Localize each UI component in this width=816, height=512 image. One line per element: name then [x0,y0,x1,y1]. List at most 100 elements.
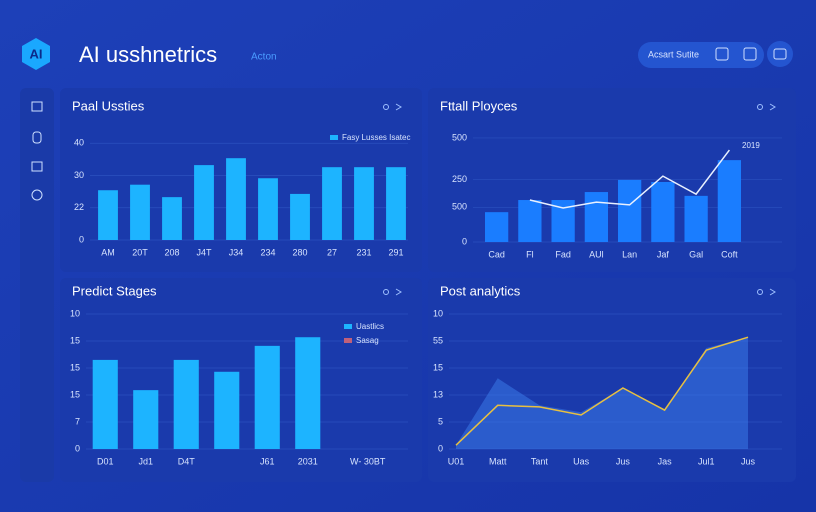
x-tick-label: 291 [388,247,403,257]
panel-icon[interactable] [395,103,402,111]
x-tick-label: Cad [488,249,505,259]
panel-icon[interactable] [769,288,776,296]
panel-title: Paal Ussties [72,98,145,113]
action-button[interactable] [638,42,764,68]
panel-icon[interactable] [383,289,389,295]
y-tick-label: 22 [74,202,84,212]
panel-icon[interactable] [383,104,389,110]
x-tick-label: AUl [589,249,604,259]
x-tick-label: Matt [489,456,507,466]
panel-title: Post analytics [440,283,521,298]
header: AI AI usshnetrics Acton Acsart Sutite [22,38,793,70]
y-tick-label: 40 [74,138,84,148]
y-tick-label: 0 [438,443,443,453]
y-tick-label: 0 [79,234,84,244]
nav-icon[interactable] [31,101,43,112]
bar [133,390,159,449]
x-tick-label: Fad [555,249,571,259]
x-tick-label: Fl [526,249,534,259]
panel-icon[interactable] [395,288,402,296]
bar [173,359,199,449]
line [529,149,730,209]
bar [226,158,246,240]
bar [484,212,509,242]
nav-icon[interactable] [31,161,43,172]
x-tick-label: J61 [260,456,275,466]
y-tick-label: 0 [462,236,467,246]
logo: AI [30,46,43,61]
panel-icon[interactable] [769,103,776,111]
x-tick-label: 280 [292,247,307,257]
bar [98,190,118,240]
y-tick-label: 13 [433,389,443,399]
bar [518,200,542,242]
bar [354,167,374,240]
x-tick-label: 208 [164,247,179,257]
x-tick-label: 20T [132,247,148,257]
y-tick-label: 500 [452,202,467,212]
x-tick-label: Jd1 [138,456,153,466]
x-tick-label: Jus [616,456,631,466]
x-tick-label: 27 [327,247,337,257]
x-tick-label: Tant [531,456,549,466]
panel-icon[interactable] [757,104,763,110]
bar [92,359,118,449]
y-tick-label: 10 [433,308,443,318]
legend-label: Uastlics [356,322,384,331]
area [456,337,748,449]
x-tick-label: Jus [741,456,756,466]
bar [194,165,214,240]
panel-icon[interactable] [757,289,763,295]
legend-label: Sasag [356,336,379,345]
x-tick-label: Coft [721,249,738,259]
y-tick-label: 15 [70,362,80,372]
sidebar-panel [20,88,54,482]
legend-swatch [344,324,352,329]
y-tick-label: 5 [438,416,443,426]
y-tick-label: 55 [433,335,443,345]
bar [130,184,150,240]
icon[interactable] [715,47,729,61]
x-tick-label: Jas [658,456,673,466]
y-tick-label: 0 [75,443,80,453]
app-title: AI usshnetrics [79,42,217,67]
x-tick-label: 231 [356,247,371,257]
bar [684,195,708,242]
bar [322,167,342,240]
bar [617,179,642,242]
x-tick-label: Lan [622,249,637,259]
y-tick-label: 15 [70,389,80,399]
bar [717,160,742,242]
nav-icon[interactable] [32,131,42,144]
x-tick-label: J34 [229,247,244,257]
subtitle: Acton [251,52,277,63]
bar [584,192,609,242]
bar [295,337,321,449]
sidebar [20,88,54,482]
bar [214,371,240,449]
x-tick-label: 2031 [298,456,318,466]
y-tick-label: 15 [433,362,443,372]
icon-button[interactable] [767,41,793,67]
y-tick-label: 15 [70,335,80,345]
bar [290,193,310,240]
x-tick-label: Uas [573,456,590,466]
legend-label: Fasy Lusses Isatec [342,133,410,142]
x-tick-label: U01 [448,456,465,466]
y-tick-label: 30 [74,170,84,180]
x-tick-label: J4T [196,247,212,257]
nav-icon[interactable] [31,189,43,201]
icon[interactable] [743,47,757,61]
x-tick-label: AM [101,247,115,257]
legend-swatch [344,338,352,343]
panel-title: Fttall Ployces [440,98,518,113]
x-tick-label: 234 [260,247,275,257]
x-tick-label: D4T [178,456,196,466]
button-label[interactable]: Acsart Sutite [648,49,699,59]
bar [386,167,406,240]
bar [254,345,280,449]
y-tick-label: 7 [75,416,80,426]
line [455,336,749,446]
bar [258,178,278,240]
